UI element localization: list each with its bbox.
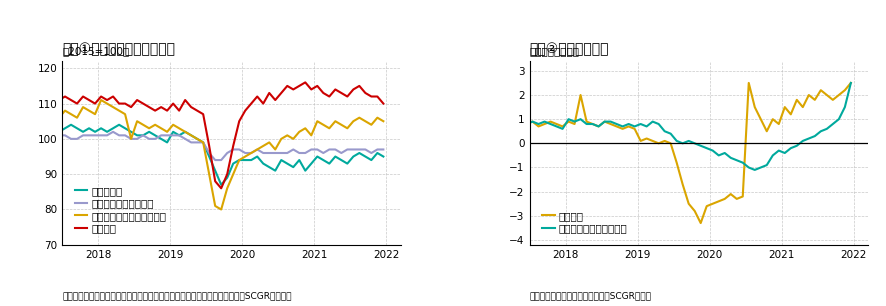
資本財（除輸送機械）出荷: [144, 126, 154, 130]
実質輸出: [113, 102, 124, 105]
消費者物価指数（総合）: [605, 120, 616, 123]
消費者物価指数（総合）: [491, 110, 501, 114]
実質輸出: [144, 105, 154, 109]
総消費動向指数・実質: [210, 158, 221, 162]
鉱工業生産: [378, 155, 389, 159]
実質輸出: [252, 95, 262, 98]
鉱工業生産: [29, 123, 40, 127]
Text: （出所：厚生労働省、総務省よりSCGR作成）: （出所：厚生労働省、総務省よりSCGR作成）: [530, 291, 651, 300]
総消費動向指数・実質: [120, 133, 130, 137]
総消費動向指数・実質: [84, 133, 95, 137]
実質輸出: [378, 102, 389, 105]
名目賃金: [581, 120, 592, 123]
消費者物価指数（総合）: [611, 122, 622, 126]
消費者物価指数（総合）: [551, 125, 562, 128]
名目賃金: [594, 125, 604, 128]
鉱工業生産: [216, 183, 227, 187]
Text: （2015=100）: （2015=100）: [62, 46, 129, 56]
名目賃金: [743, 81, 754, 85]
Text: 図表①　需給の主要経済指標: 図表① 需給の主要経済指標: [62, 42, 175, 56]
実質輸出: [24, 80, 35, 84]
名目賃金: [491, 129, 501, 133]
消費者物価指数（総合）: [594, 125, 604, 128]
総消費動向指数・実質: [150, 137, 160, 141]
実質輸出: [138, 102, 149, 105]
Line: 鉱工業生産: 鉱工業生産: [29, 125, 384, 185]
総消費動向指数・実質: [378, 147, 389, 151]
資本財（除輸送機械）出荷: [150, 123, 160, 127]
Line: 消費者物価指数（総合）: 消費者物価指数（総合）: [496, 83, 851, 170]
鉱工業生産: [150, 133, 160, 137]
消費者物価指数（総合）: [713, 154, 724, 157]
Line: 資本財（除輸送機械）出荷: 資本財（除輸送機械）出荷: [29, 100, 384, 210]
Text: （出所：経済産業省、総務省、日本銀行より住友商事グローバルリサーチ（SCGR）作成）: （出所：経済産業省、総務省、日本銀行より住友商事グローバルリサーチ（SCGR）作…: [62, 291, 291, 300]
実質輸出: [216, 186, 227, 190]
実質輸出: [126, 105, 136, 109]
総消費動向指数・実質: [24, 133, 35, 137]
Line: 実質輸出: 実質輸出: [29, 82, 384, 188]
資本財（除輸送機械）出荷: [120, 112, 130, 116]
総消費動向指数・実質: [258, 151, 268, 155]
鉱工業生産: [144, 130, 154, 134]
名目賃金: [719, 197, 730, 201]
資本財（除輸送機械）出荷: [84, 109, 95, 113]
資本財（除輸送機械）出荷: [378, 119, 389, 123]
消費者物価指数（総合）: [581, 122, 592, 126]
総消費動向指数・実質: [108, 130, 119, 134]
資本財（除輸送機械）出荷: [96, 98, 106, 102]
総消費動向指数・実質: [144, 137, 154, 141]
名目賃金: [551, 122, 562, 126]
Text: 図表②　賃金と物価: 図表② 賃金と物価: [530, 42, 609, 56]
資本財（除輸送機械）出荷: [24, 109, 35, 113]
資本財（除輸送機械）出荷: [258, 144, 268, 148]
鉱工業生産: [89, 130, 100, 134]
鉱工業生産: [120, 126, 130, 130]
Legend: 鉱工業生産, 総消費動向指数・実質, 資本財（除輸送機械）出荷, 実質輸出: 鉱工業生産, 総消費動向指数・実質, 資本財（除輸送機械）出荷, 実質輸出: [71, 181, 171, 238]
鉱工業生産: [258, 162, 268, 166]
名目賃金: [696, 221, 706, 225]
Line: 総消費動向指数・実質: 総消費動向指数・実質: [29, 132, 384, 160]
名目賃金: [611, 125, 622, 128]
資本財（除輸送機械）出荷: [132, 119, 143, 123]
Legend: 名目賃金, 消費者物価指数（総合）: 名目賃金, 消費者物価指数（総合）: [538, 207, 632, 238]
資本財（除輸送機械）出荷: [216, 208, 227, 211]
名目賃金: [605, 122, 616, 126]
消費者物価指数（総合）: [750, 168, 760, 172]
総消費動向指数・実質: [132, 137, 143, 141]
Line: 名目賃金: 名目賃金: [496, 83, 851, 223]
実質輸出: [84, 98, 95, 102]
消費者物価指数（総合）: [845, 81, 856, 85]
名目賃金: [845, 81, 856, 85]
鉱工業生産: [24, 126, 35, 130]
鉱工業生産: [132, 133, 143, 137]
Text: （前年同月比％）: （前年同月比％）: [530, 46, 579, 56]
